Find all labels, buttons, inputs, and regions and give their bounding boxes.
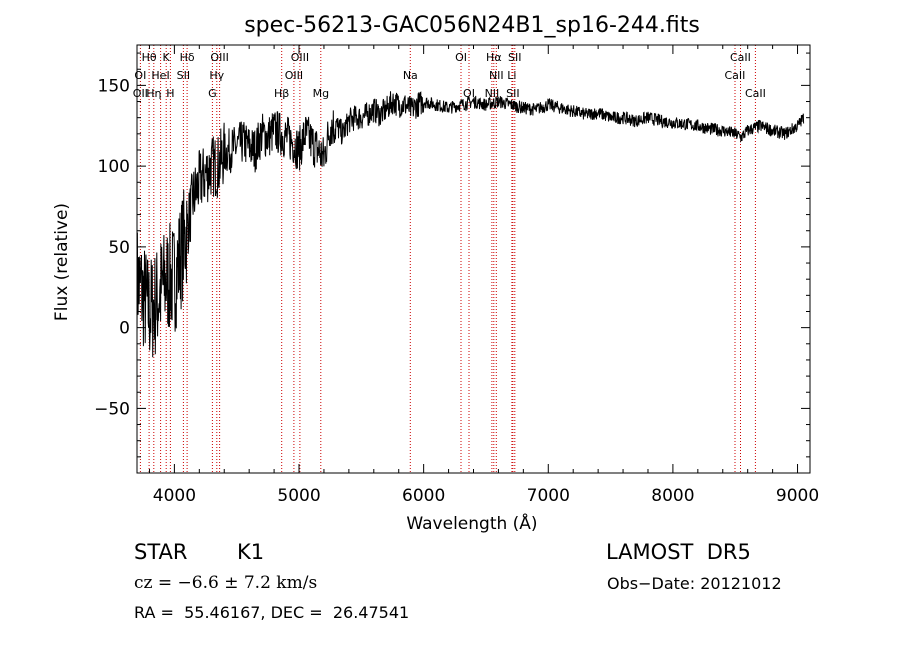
line-label: Hθ <box>142 51 157 64</box>
line-label: G <box>208 87 217 100</box>
x-tick-label-4000: 4000 <box>153 486 196 506</box>
object-type: STAR <box>134 540 188 564</box>
line-label: H <box>166 87 174 100</box>
x-tick-label-8000: 8000 <box>651 486 694 506</box>
line-label: OIII <box>285 69 303 82</box>
line-label: OIII <box>291 51 309 64</box>
line-label: SII <box>506 87 519 100</box>
line-label: NII <box>489 69 504 82</box>
line-label: CaII <box>745 87 766 100</box>
line-label: Hα <box>486 51 502 64</box>
line-label: CaII <box>730 51 751 64</box>
y-tick-label-100: 100 <box>98 157 130 177</box>
line-label: OII <box>133 87 148 100</box>
x-tick-label-5000: 5000 <box>277 486 320 506</box>
line-label: SII <box>508 51 521 64</box>
line-labels: Hθ K Hδ OIII OIII OI Hα SII CaII OI HeI SII Hγ OIII Na… <box>133 51 766 100</box>
y-axis-label: Flux (relative) <box>52 203 72 321</box>
line-label: OI <box>455 51 467 64</box>
line-label: Hδ <box>180 51 195 64</box>
chart-title: spec-56213-GAC056N24B1_sp16-244.fits <box>244 13 700 38</box>
axis-ticks: 4000 5000 6000 7000 8000 9000 −50 0 50 100 150 <box>94 45 819 506</box>
line-label: SII <box>177 69 190 82</box>
ra-dec: RA = 55.46167, DEC = 26.47541 <box>134 603 410 622</box>
line-label: K <box>163 51 171 64</box>
y-tick-label-50: 50 <box>108 238 130 258</box>
y-tick-label-0: 0 <box>119 319 130 339</box>
line-label: Mg <box>313 87 329 100</box>
x-axis-label: Wavelength (Å) <box>406 512 537 534</box>
line-label: NII <box>485 87 500 100</box>
x-tick-label-6000: 6000 <box>402 486 445 506</box>
line-label: Hβ <box>274 87 289 100</box>
plot-frame <box>136 44 811 474</box>
y-tick-label--50: −50 <box>94 399 130 419</box>
line-label: Hγ <box>209 69 224 82</box>
spectrum-line <box>136 91 805 358</box>
line-label: HeI <box>151 69 169 82</box>
survey-label: LAMOST DR5 <box>606 540 751 564</box>
line-label: Na <box>403 69 418 82</box>
y-tick-label-150: 150 <box>98 76 130 96</box>
x-tick-label-7000: 7000 <box>527 486 570 506</box>
spectrum-series <box>136 91 805 358</box>
obs-date: Obs−Date: 20121012 <box>607 574 782 593</box>
x-tick-label-9000: 9000 <box>776 486 819 506</box>
cz-value: cz = −6.6 ± 7.2 km/s <box>134 573 318 593</box>
object-subclass: K1 <box>237 540 265 564</box>
line-label: Hη <box>146 87 161 100</box>
line-label: Li <box>507 69 516 82</box>
line-label: OI <box>463 87 475 100</box>
line-label: OIII <box>210 51 228 64</box>
line-label: OI <box>134 69 146 82</box>
line-label: CaII <box>725 69 746 82</box>
